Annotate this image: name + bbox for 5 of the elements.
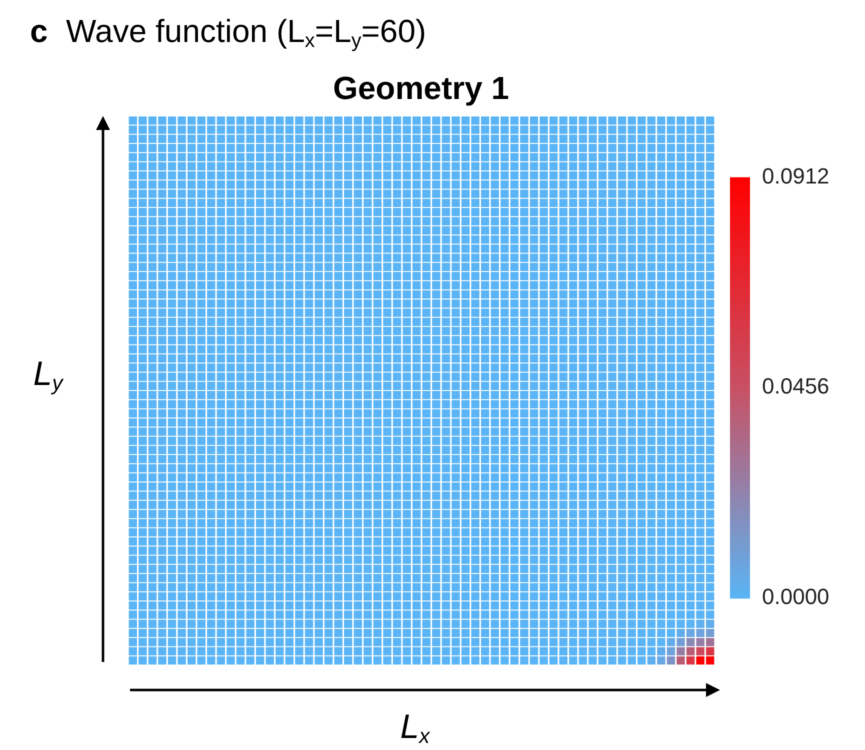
color-bar-label: 0.0000 xyxy=(762,584,830,609)
color-bar-label: 0.0912 xyxy=(762,163,830,188)
text: Geometry 1 xyxy=(332,70,510,106)
color-bar-label: 0.0456 xyxy=(762,374,830,399)
text: c xyxy=(30,13,48,49)
